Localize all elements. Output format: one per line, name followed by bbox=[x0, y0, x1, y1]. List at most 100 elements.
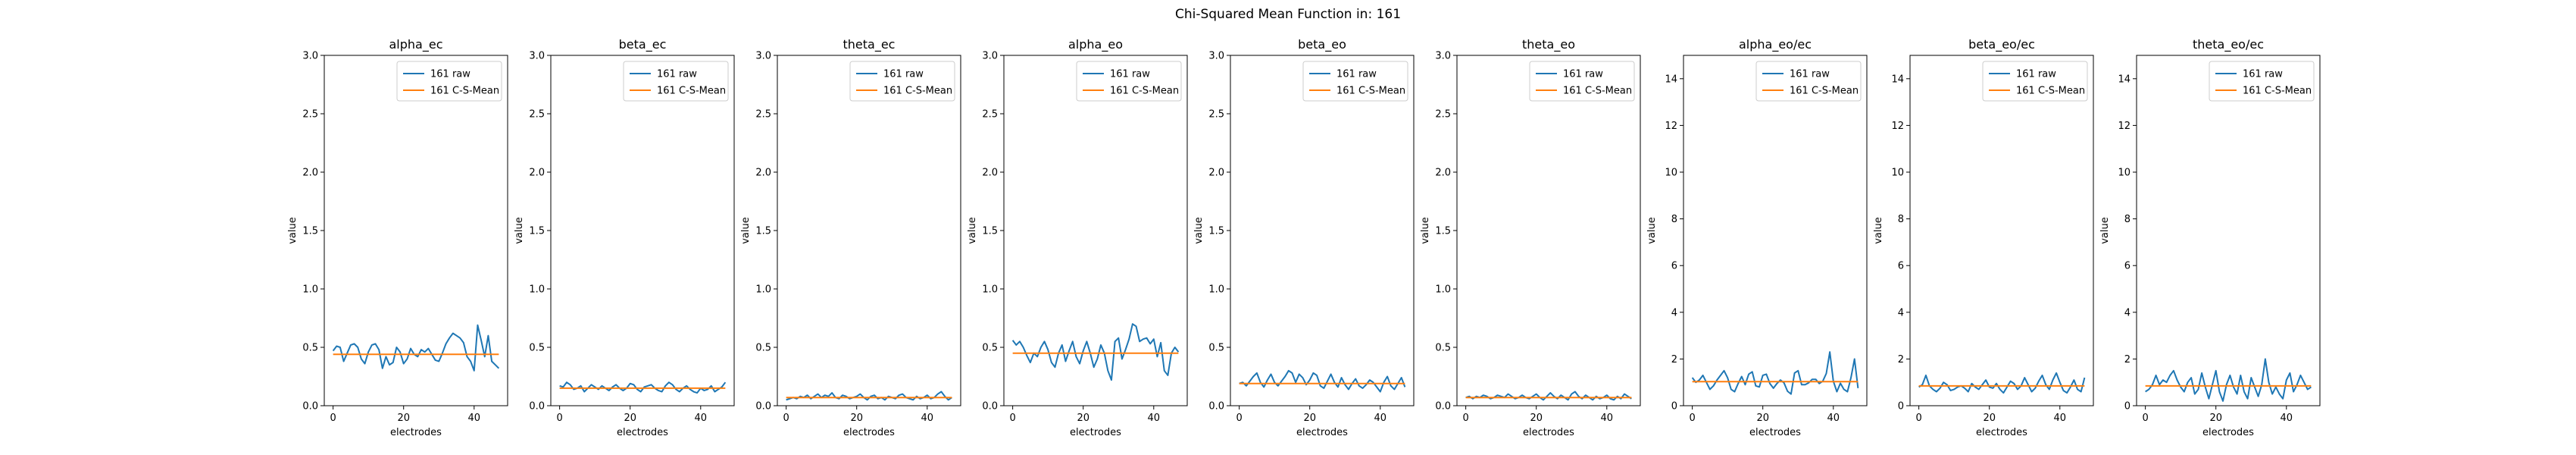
y-tick-label: 2.0 bbox=[1435, 168, 1451, 179]
y-tick-label: 6 bbox=[1671, 261, 1677, 272]
legend-label: 161 raw bbox=[430, 69, 470, 80]
y-axis-label: value bbox=[514, 217, 525, 244]
y-tick-label: 0 bbox=[2124, 401, 2131, 413]
x-tick-label: 40 bbox=[1374, 413, 1387, 424]
y-tick-label: 0.5 bbox=[1435, 343, 1451, 354]
legend-label: 161 C-S-Mean bbox=[1563, 86, 1632, 97]
y-tick-label: 6 bbox=[2124, 261, 2131, 272]
legend: 161 raw 161 C-S-Mean bbox=[1076, 61, 1182, 102]
axes-frame bbox=[777, 55, 961, 406]
y-tick-label: 12 bbox=[1665, 121, 1677, 132]
legend-label: 161 raw bbox=[657, 69, 697, 80]
axes-frame bbox=[550, 55, 735, 406]
x-tick-label: 40 bbox=[1827, 413, 1840, 424]
series-line-raw bbox=[1691, 351, 1859, 395]
chart-title: theta_eo bbox=[1522, 37, 1575, 52]
axes-frame bbox=[1909, 55, 2094, 406]
figure-suptitle: Chi-Squared Mean Function in: 161 bbox=[1175, 7, 1401, 22]
x-tick-label: 0 bbox=[1236, 413, 1242, 424]
panels: alpha_ec0.00.51.01.52.02.53.00 20 40electr… bbox=[287, 37, 2321, 438]
legend-label: 161 C-S-Mean bbox=[2243, 86, 2312, 97]
y-tick-label: 1.5 bbox=[529, 226, 545, 237]
y-tick-label: 1.0 bbox=[529, 284, 545, 296]
y-tick-label: 3.0 bbox=[529, 51, 545, 62]
y-tick-label: 4 bbox=[1898, 307, 1904, 318]
x-tick-label: 40 bbox=[921, 413, 934, 424]
y-tick-label: 1.5 bbox=[755, 226, 771, 237]
y-tick-label: 2.5 bbox=[302, 109, 318, 121]
legend: 161 raw 161 C-S-Mean bbox=[396, 61, 502, 102]
chart-panel: alpha_eo 0.0 0.5 1.0 1.5 2.0 2.5 3.0 0 20 40 electr… bbox=[967, 37, 1188, 438]
legend-label: 161 raw bbox=[2016, 69, 2056, 80]
legend-label: 161 C-S-Mean bbox=[657, 86, 726, 97]
series-line-raw bbox=[1239, 369, 1406, 393]
y-tick-label: 2 bbox=[1671, 354, 1677, 366]
y-tick-label: 4 bbox=[2124, 307, 2131, 318]
y-tick-label: 14 bbox=[1665, 74, 1677, 85]
y-tick-label: 0.5 bbox=[529, 343, 545, 354]
y-tick-label: 0.0 bbox=[302, 401, 318, 413]
y-tick-label: 1.0 bbox=[982, 284, 998, 296]
x-axis-label: electrodes bbox=[843, 427, 895, 438]
y-tick-label: 1.5 bbox=[1208, 226, 1224, 237]
x-tick-label: 20 bbox=[1077, 413, 1089, 424]
x-axis-label: electrodes bbox=[1523, 427, 1574, 438]
y-tick-label: 14 bbox=[2118, 74, 2131, 85]
y-tick-label: 1.0 bbox=[302, 284, 318, 296]
legend-label: 161 raw bbox=[1336, 69, 1377, 80]
y-tick-label: 3.0 bbox=[302, 51, 318, 62]
y-tick-label: 8 bbox=[2124, 214, 2131, 225]
y-tick-label: 2.5 bbox=[1208, 109, 1224, 121]
x-tick-label: 0 bbox=[556, 413, 562, 424]
y-tick-label: 2.0 bbox=[1208, 168, 1224, 179]
legend: 161 raw 161 C-S-Mean bbox=[1529, 61, 1635, 102]
y-tick-label: 2.5 bbox=[529, 109, 545, 121]
y-tick-label: 2.0 bbox=[302, 168, 318, 179]
y-tick-label: 3.0 bbox=[1435, 51, 1451, 62]
legend-label: 161 raw bbox=[1563, 69, 1603, 80]
legend-label: 161 raw bbox=[2243, 69, 2283, 80]
y-tick-label: 0.5 bbox=[755, 343, 771, 354]
x-axis-label: electrodes bbox=[1976, 427, 2027, 438]
y-tick-label: 3.0 bbox=[755, 51, 771, 62]
chart-title: beta_eo/ec bbox=[1968, 37, 2035, 52]
y-tick-label: 2 bbox=[2124, 354, 2131, 366]
y-tick-label: 8 bbox=[1898, 214, 1904, 225]
y-axis-label: value bbox=[1193, 217, 1205, 244]
legend-label: 161 C-S-Mean bbox=[1790, 86, 1859, 97]
y-tick-label: 2.5 bbox=[1435, 109, 1451, 121]
chart-panel: beta_eo/ec 0 2 4 6 8 10 12 14 0 20 40 electrodes valu… bbox=[1873, 37, 2094, 438]
y-tick-label: 2.5 bbox=[755, 109, 771, 121]
chart-title: alpha_eo/ec bbox=[1739, 37, 1812, 52]
y-tick-label: 3.0 bbox=[1208, 51, 1224, 62]
x-tick-label: 0 bbox=[330, 413, 336, 424]
y-tick-label: 12 bbox=[1891, 121, 1904, 132]
legend-label: 161 C-S-Mean bbox=[1336, 86, 1405, 97]
y-tick-label: 0.5 bbox=[1208, 343, 1224, 354]
x-tick-label: 40 bbox=[1148, 413, 1161, 424]
legend-label: 161 C-S-Mean bbox=[2016, 86, 2085, 97]
y-axis-label: value bbox=[740, 217, 752, 244]
x-axis-label: electrodes bbox=[1070, 427, 1121, 438]
x-tick-label: 40 bbox=[695, 413, 708, 424]
y-tick-label: 2.0 bbox=[982, 168, 998, 179]
y-tick-label: 12 bbox=[2118, 121, 2131, 132]
chart-title: theta_eo/ec bbox=[2193, 37, 2264, 52]
x-tick-label: 20 bbox=[2209, 413, 2222, 424]
chart-panel: theta_ec 0.0 0.5 1.0 1.5 2.0 2.5 3.0 0 20 40 electr… bbox=[740, 37, 961, 438]
x-tick-label: 0 bbox=[1009, 413, 1015, 424]
axes-frame bbox=[1456, 55, 1641, 406]
legend: 161 raw 161 C-S-Mean bbox=[623, 61, 729, 102]
series-line-raw bbox=[1918, 372, 2086, 394]
y-tick-label: 0.0 bbox=[1435, 401, 1451, 413]
x-tick-label: 0 bbox=[1462, 413, 1468, 424]
chart-title: alpha_ec bbox=[389, 37, 443, 52]
legend: 161 raw 161 C-S-Mean bbox=[1982, 61, 2088, 102]
x-tick-label: 20 bbox=[397, 413, 410, 424]
y-axis-label: value bbox=[967, 217, 978, 244]
y-tick-label: 2.5 bbox=[982, 109, 998, 121]
x-tick-label: 20 bbox=[850, 413, 863, 424]
y-tick-label: 1.5 bbox=[302, 226, 318, 237]
y-tick-label: 0.0 bbox=[755, 401, 771, 413]
axes-frame bbox=[1683, 55, 1868, 406]
